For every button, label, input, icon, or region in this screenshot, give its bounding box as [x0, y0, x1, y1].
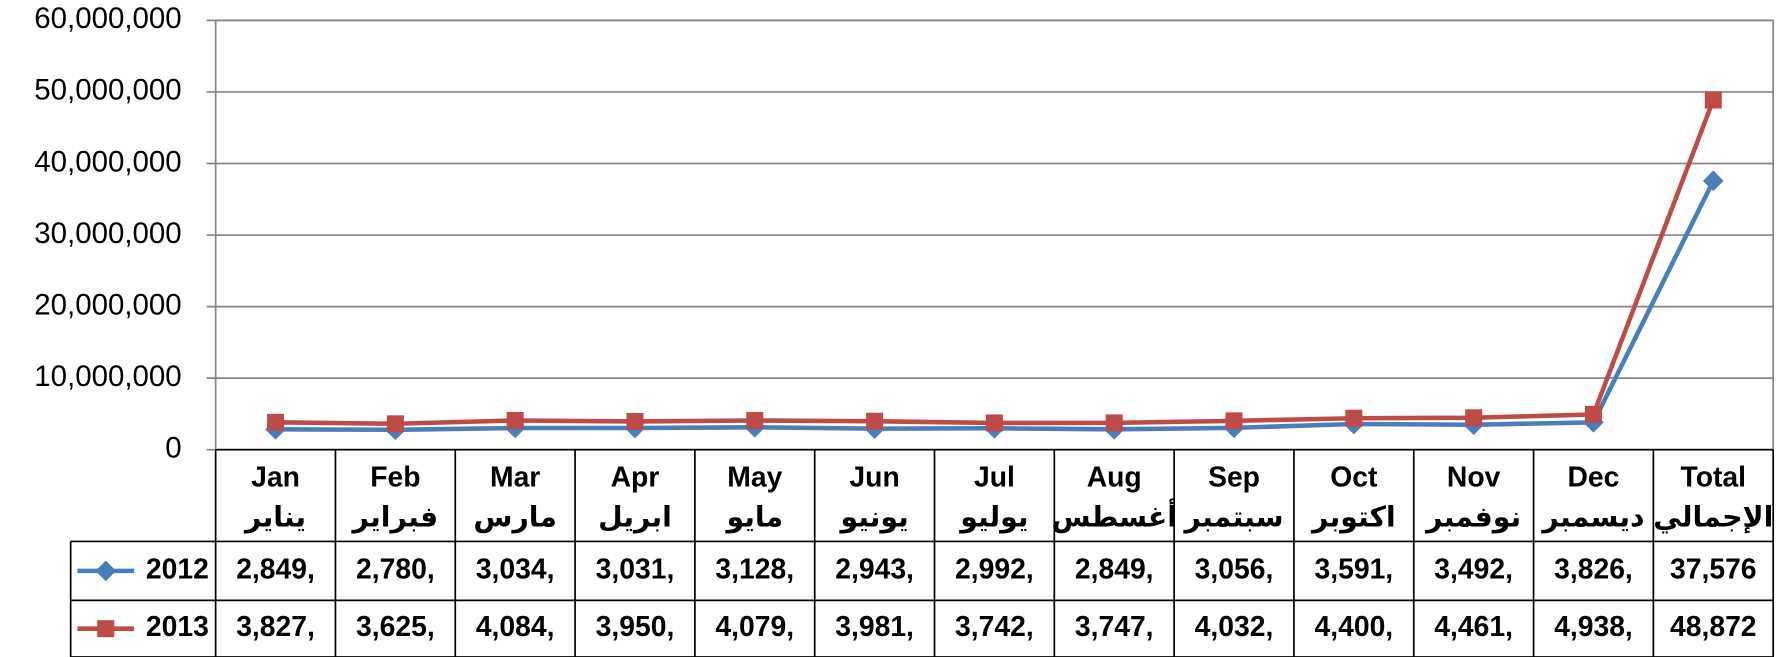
legend-label: 2012	[146, 552, 209, 584]
data-label: 4,461,	[1434, 610, 1513, 642]
data-label: 3,031,	[596, 552, 675, 584]
x-tick-label-secondary: يناير	[243, 500, 306, 533]
x-tick-label: Sep	[1208, 461, 1260, 493]
y-tick-label: 40,000,000	[34, 145, 181, 178]
marker	[506, 411, 524, 429]
data-label: 4,084,	[476, 610, 555, 642]
data-label: 3,625,	[356, 610, 435, 642]
data-label: 3,747,	[1075, 610, 1154, 642]
data-label: 2,849,	[1075, 552, 1154, 584]
marker	[746, 412, 764, 430]
data-label: 37,576	[1670, 552, 1757, 584]
marker	[626, 412, 644, 430]
legend-label: 2013	[146, 610, 209, 642]
data-label: 3,950,	[596, 610, 675, 642]
data-label: 3,827,	[236, 610, 315, 642]
x-tick-label: Oct	[1330, 461, 1378, 493]
data-label: 3,742,	[955, 610, 1034, 642]
legend-marker	[97, 620, 115, 638]
x-tick-label: Aug	[1087, 461, 1142, 493]
y-tick-label: 60,000,000	[34, 2, 181, 35]
data-label: 48,872	[1670, 610, 1757, 642]
data-label: 4,400,	[1315, 610, 1394, 642]
x-tick-label-secondary: يونيو	[838, 500, 908, 533]
x-tick-label-secondary: مارس	[473, 500, 556, 533]
x-tick-label: Total	[1681, 461, 1747, 493]
x-tick-label-secondary: الإجمالي	[1653, 500, 1773, 533]
marker	[267, 413, 285, 431]
marker	[1704, 91, 1722, 109]
x-tick-label: Jul	[974, 461, 1015, 493]
x-tick-label: Jun	[849, 461, 899, 493]
x-tick-label: Feb	[370, 461, 420, 493]
marker	[1584, 405, 1602, 423]
x-tick-label: Nov	[1447, 461, 1501, 493]
legend-marker	[95, 560, 117, 582]
data-label: 3,492,	[1434, 552, 1513, 584]
data-label: 3,056,	[1195, 552, 1274, 584]
y-tick-label: 0	[165, 431, 181, 464]
data-label: 3,128,	[715, 552, 794, 584]
marker	[985, 414, 1003, 432]
series-line	[275, 179, 1716, 433]
marker	[386, 415, 404, 433]
data-label: 2,943,	[835, 552, 914, 584]
x-tick-label: Dec	[1568, 461, 1620, 493]
data-label: 3,826,	[1554, 552, 1633, 584]
y-tick-label: 50,000,000	[34, 74, 181, 107]
marker	[1345, 409, 1363, 427]
data-label: 3,034,	[476, 552, 555, 584]
data-label: 2,992,	[955, 552, 1034, 584]
marker	[866, 412, 884, 430]
series-line	[275, 99, 1716, 427]
y-tick-label: 10,000,000	[34, 360, 181, 393]
data-label: 2,849,	[236, 552, 315, 584]
x-tick-label-secondary: يوليو	[958, 500, 1028, 533]
x-tick-label-secondary: مايو	[725, 500, 784, 533]
x-tick-label-secondary: ابريل	[598, 500, 672, 533]
x-tick-label: May	[727, 461, 782, 493]
x-tick-label-secondary: سبتمبر	[1183, 500, 1284, 533]
marker	[1225, 412, 1243, 430]
data-label: 3,981,	[835, 610, 914, 642]
x-tick-label-secondary: اكتوبر	[1310, 500, 1396, 533]
marker	[1105, 414, 1123, 432]
marker	[1465, 409, 1483, 427]
x-tick-label: Mar	[490, 461, 540, 493]
y-tick-label: 20,000,000	[34, 288, 181, 321]
x-tick-label-secondary: ديسمبر	[1540, 500, 1644, 533]
data-label: 2,780,	[356, 552, 435, 584]
data-label: 4,079,	[715, 610, 794, 642]
x-tick-label-secondary: أغسطس	[1052, 498, 1177, 533]
data-label: 4,032,	[1195, 610, 1274, 642]
y-tick-label: 30,000,000	[34, 217, 181, 250]
marker	[1702, 170, 1724, 192]
x-tick-label: Apr	[611, 461, 660, 493]
x-tick-label: Jan	[251, 461, 300, 493]
data-label: 3,591,	[1315, 552, 1394, 584]
x-tick-label-secondary: نوفمبر	[1424, 500, 1521, 533]
data-label: 4,938,	[1554, 610, 1633, 642]
x-tick-label-secondary: فبراير	[351, 500, 439, 533]
